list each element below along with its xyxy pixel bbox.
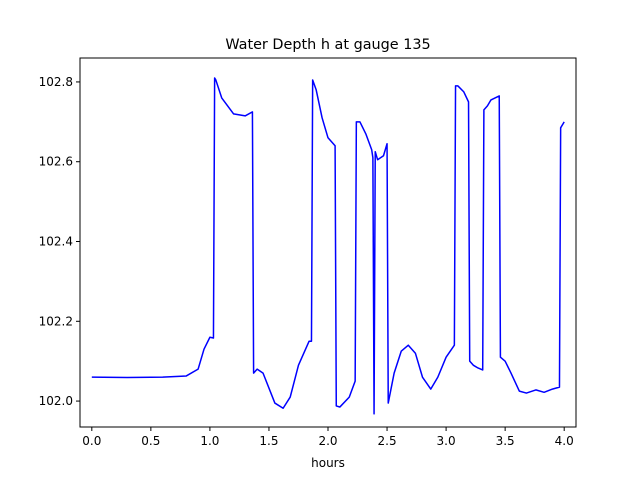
x-tick-label: 0.5 bbox=[141, 434, 160, 448]
series-line-0 bbox=[91, 77, 565, 415]
x-tick-label: 1.0 bbox=[200, 434, 219, 448]
x-tick-label: 3.0 bbox=[437, 434, 456, 448]
axes-frame bbox=[79, 57, 577, 428]
x-axis: 0.0 0.5 1.0 1.5 2.0 2.5 3.0 3.5 4.0 bbox=[82, 427, 574, 448]
plot-area bbox=[91, 77, 565, 415]
y-tick-label: 102.4 bbox=[39, 235, 73, 249]
x-tick-label: 1.5 bbox=[259, 434, 278, 448]
x-tick-label: 4.0 bbox=[555, 434, 574, 448]
x-tick-label: 0.0 bbox=[82, 434, 101, 448]
y-tick-label: 102.6 bbox=[39, 155, 73, 169]
y-axis: 102.0 102.2 102.4 102.6 102.8 bbox=[39, 75, 80, 408]
y-tick-label: 102.0 bbox=[39, 394, 73, 408]
y-tick-label: 102.8 bbox=[39, 75, 73, 89]
x-axis-label: hours bbox=[311, 456, 345, 470]
chart-title: Water Depth h at gauge 135 bbox=[225, 37, 430, 53]
x-tick-label: 2.0 bbox=[318, 434, 337, 448]
y-tick-label: 102.2 bbox=[39, 314, 73, 328]
x-tick-label: 3.5 bbox=[496, 434, 515, 448]
x-tick-label: 2.5 bbox=[378, 434, 397, 448]
